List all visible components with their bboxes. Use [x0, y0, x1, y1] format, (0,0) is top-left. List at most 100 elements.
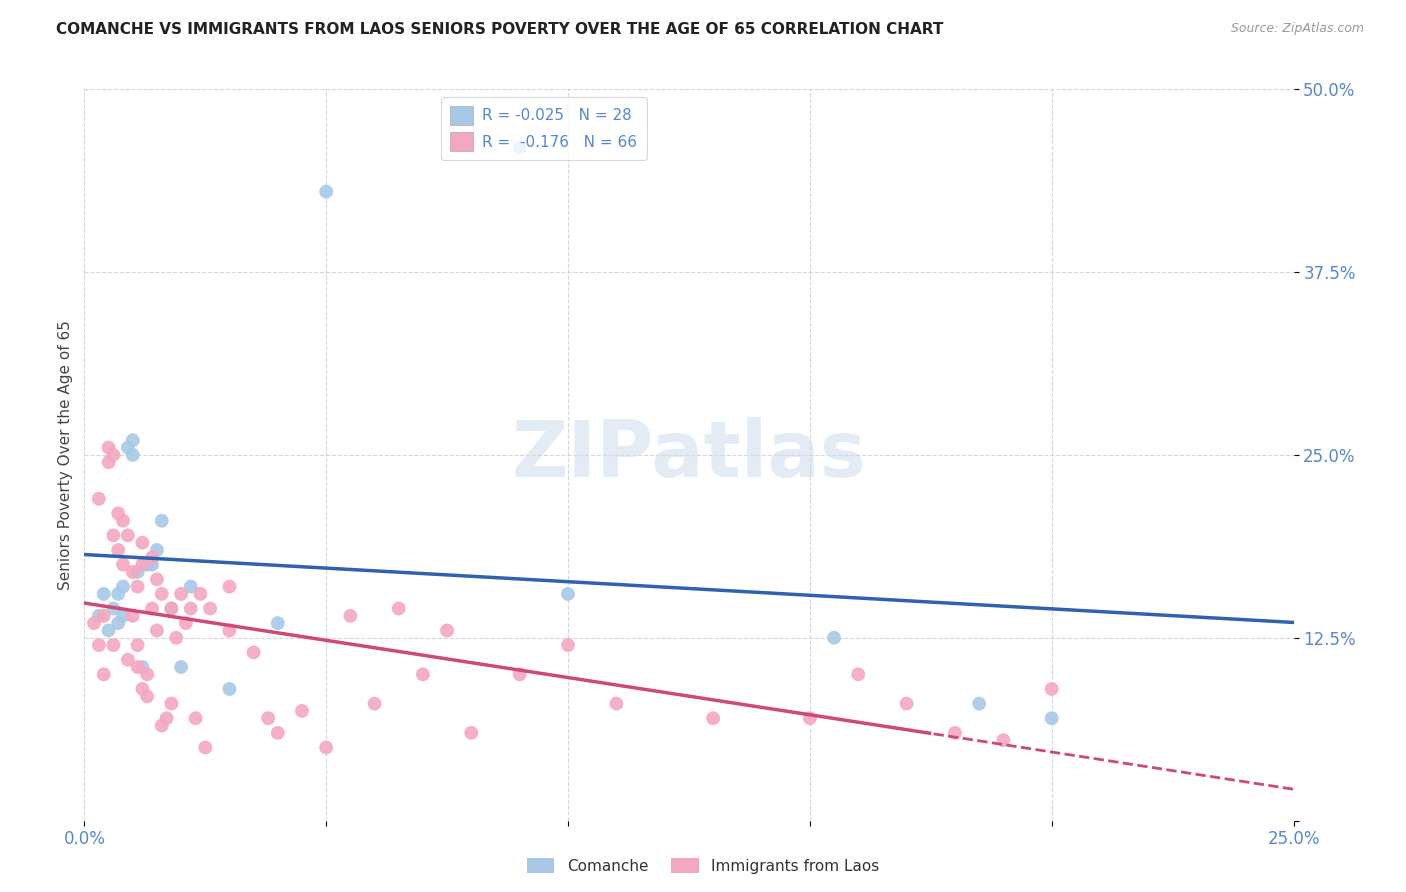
Point: [117, 653, 139, 667]
Point: [799, 711, 821, 725]
Point: [257, 711, 280, 725]
Point: [165, 631, 187, 645]
Point: [103, 601, 125, 615]
Point: [557, 638, 579, 652]
Point: [194, 740, 217, 755]
Point: [388, 601, 411, 615]
Point: [150, 587, 173, 601]
Y-axis label: Seniors Poverty Over the Age of 65: Seniors Poverty Over the Age of 65: [58, 320, 73, 590]
Point: [87, 638, 110, 652]
Point: [121, 565, 143, 579]
Point: [160, 697, 183, 711]
Point: [315, 185, 337, 199]
Point: [198, 601, 221, 615]
Point: [112, 514, 135, 528]
Point: [97, 624, 120, 638]
Point: [363, 697, 385, 711]
Point: [509, 667, 531, 681]
Point: [180, 580, 202, 594]
Point: [131, 558, 153, 572]
Point: [87, 491, 110, 506]
Point: [136, 667, 159, 681]
Point: [107, 507, 129, 521]
Point: [107, 543, 129, 558]
Point: [702, 711, 724, 725]
Point: [180, 601, 202, 615]
Point: [112, 558, 135, 572]
Text: ZIPatlas: ZIPatlas: [512, 417, 866, 493]
Point: [267, 616, 290, 631]
Point: [103, 448, 125, 462]
Point: [1040, 681, 1063, 696]
Point: [412, 667, 434, 681]
Point: [846, 667, 869, 681]
Text: Source: ZipAtlas.com: Source: ZipAtlas.com: [1230, 22, 1364, 36]
Point: [83, 616, 105, 631]
Text: COMANCHE VS IMMIGRANTS FROM LAOS SENIORS POVERTY OVER THE AGE OF 65 CORRELATION : COMANCHE VS IMMIGRANTS FROM LAOS SENIORS…: [56, 22, 943, 37]
Point: [993, 733, 1015, 747]
Point: [943, 726, 966, 740]
Point: [131, 660, 153, 674]
Point: [146, 572, 169, 586]
Point: [967, 697, 990, 711]
Point: [131, 535, 153, 549]
Point: [136, 558, 159, 572]
Point: [127, 660, 149, 674]
Point: [155, 711, 177, 725]
Point: [218, 681, 240, 696]
Point: [1040, 711, 1063, 725]
Point: [460, 726, 482, 740]
Point: [141, 601, 163, 615]
Point: [436, 624, 458, 638]
Point: [218, 624, 240, 638]
Point: [121, 434, 143, 448]
Point: [127, 565, 149, 579]
Point: [242, 645, 264, 659]
Point: [131, 681, 153, 696]
Point: [146, 624, 169, 638]
Point: [315, 740, 337, 755]
Point: [112, 608, 135, 623]
Point: [174, 616, 197, 631]
Point: [557, 587, 579, 601]
Point: [121, 608, 143, 623]
Legend: Comanche, Immigrants from Laos: Comanche, Immigrants from Laos: [520, 852, 886, 880]
Point: [93, 667, 115, 681]
Point: [97, 441, 120, 455]
Point: [107, 616, 129, 631]
Point: [291, 704, 314, 718]
Point: [141, 550, 163, 565]
Point: [103, 638, 125, 652]
Point: [141, 558, 163, 572]
Point: [107, 587, 129, 601]
Point: [160, 601, 183, 615]
Point: [267, 726, 290, 740]
Point: [117, 441, 139, 455]
Point: [170, 587, 193, 601]
Point: [190, 587, 212, 601]
Point: [823, 631, 845, 645]
Point: [160, 601, 183, 615]
Point: [112, 580, 135, 594]
Point: [170, 660, 193, 674]
Point: [605, 697, 627, 711]
Point: [150, 514, 173, 528]
Point: [127, 638, 149, 652]
Point: [136, 690, 159, 704]
Point: [146, 543, 169, 558]
Point: [339, 608, 361, 623]
Point: [93, 587, 115, 601]
Point: [87, 608, 110, 623]
Legend: R = -0.025   N = 28, R =  -0.176   N = 66: R = -0.025 N = 28, R = -0.176 N = 66: [441, 97, 647, 160]
Point: [218, 580, 240, 594]
Point: [121, 448, 143, 462]
Point: [103, 528, 125, 542]
Point: [150, 718, 173, 732]
Point: [97, 455, 120, 469]
Point: [127, 580, 149, 594]
Point: [93, 608, 115, 623]
Point: [184, 711, 207, 725]
Point: [896, 697, 918, 711]
Point: [509, 141, 531, 155]
Point: [117, 528, 139, 542]
